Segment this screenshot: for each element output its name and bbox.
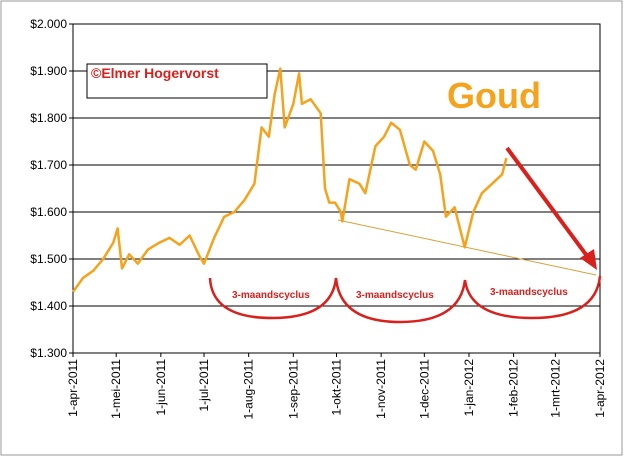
price-line (71, 67, 508, 293)
annotation: 3-maandscyclus (356, 290, 434, 301)
y-tick-label: $1.900 (30, 64, 67, 78)
arrow-head (580, 249, 597, 270)
x-tick-label: 1-sep-2011 (286, 359, 300, 419)
trend-line (337, 219, 597, 276)
x-tick-label: 1-mei-2011 (109, 359, 123, 419)
x-tick-label: 1-jun-2011 (154, 359, 168, 416)
y-tick-label: $1.600 (30, 205, 67, 219)
y-tick-label: $1.300 (30, 346, 67, 360)
x-tick-label: 1-feb-2012 (507, 359, 521, 417)
x-tick-label: 1-mrt-2012 (548, 359, 562, 418)
annotation: 3-maandscyclus (490, 287, 568, 298)
annotation: Goud (447, 75, 541, 116)
x-tick-label: 1-nov-2011 (374, 359, 388, 419)
y-tick-label: $1.500 (30, 252, 67, 266)
x-tick-label: 1-aug-2011 (242, 359, 256, 420)
x-tick-label: 1-dec-2011 (417, 359, 431, 419)
x-tick-label: 1-apr-2012 (593, 359, 607, 418)
y-tick-label: $1.400 (30, 299, 67, 313)
copyright-box (86, 63, 268, 99)
copyright: ©Elmer Hogervorst (91, 65, 219, 81)
y-tick-label: $2.000 (30, 17, 67, 31)
x-tick-label: 1-jan-2012 (462, 359, 476, 417)
annotation: 3-maandscyclus (232, 290, 310, 301)
y-tick-label: $1.800 (30, 111, 67, 125)
x-tick-label: 1-apr-2011 (66, 359, 80, 417)
arrow-shaft (505, 146, 592, 262)
cycle-arcs (208, 275, 602, 324)
x-tick-label: 1-jul-2011 (197, 359, 211, 412)
y-tick-label: $1.700 (30, 158, 67, 172)
x-tick-label: 1-okt-2011 (330, 359, 344, 416)
